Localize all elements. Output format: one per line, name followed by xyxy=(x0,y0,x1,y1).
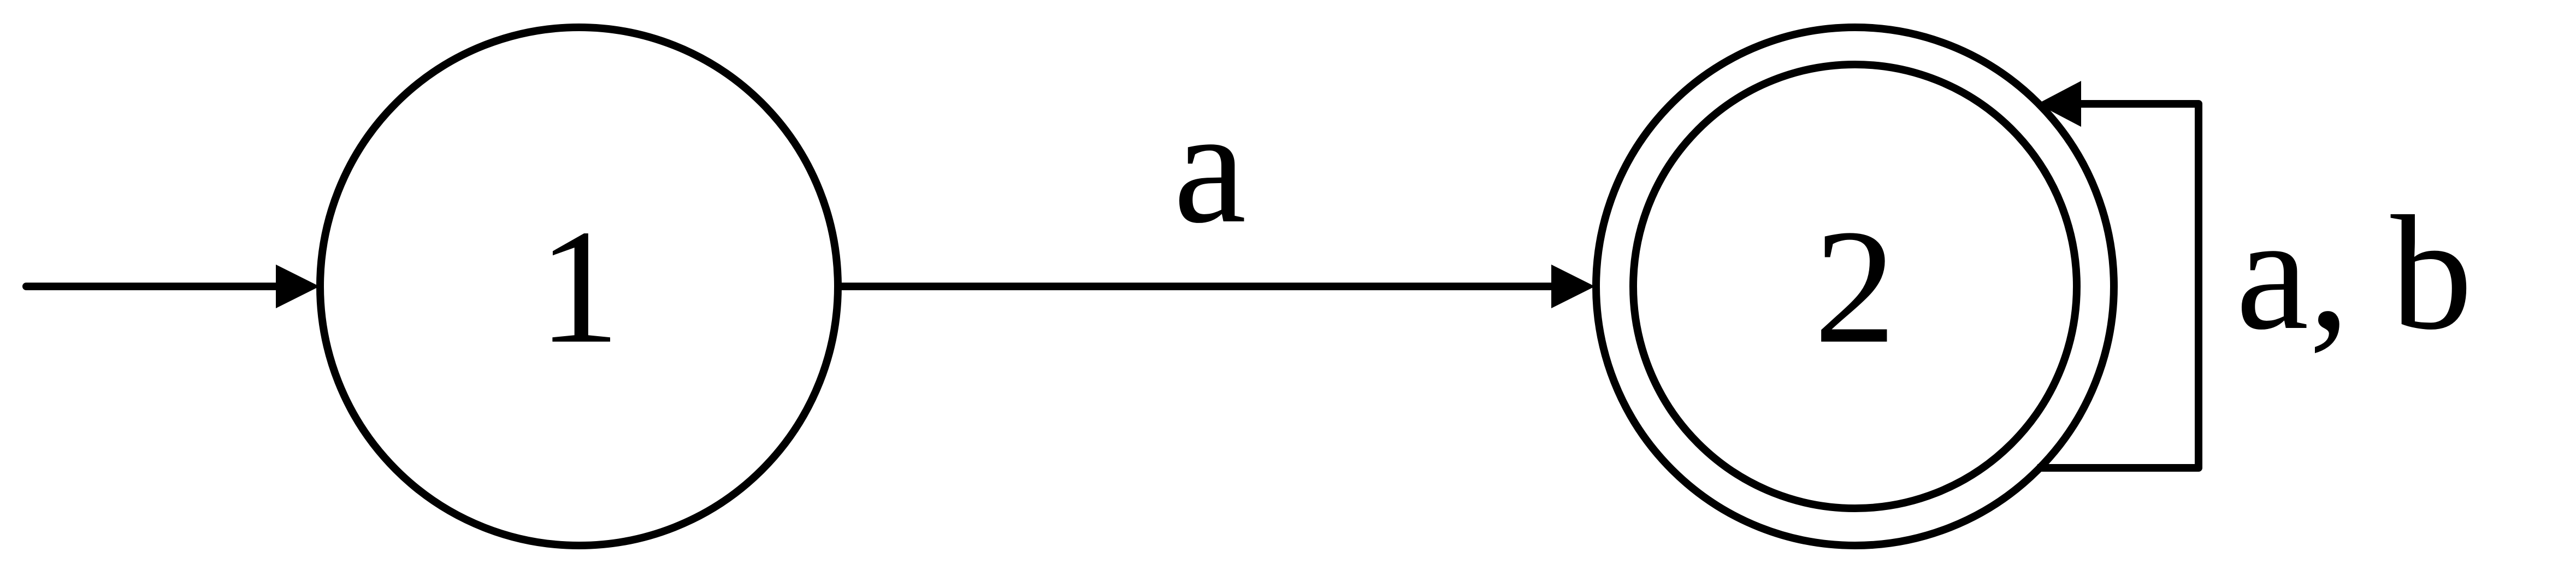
state-2-inner-circle xyxy=(1629,61,2081,512)
initial-arrow xyxy=(22,265,320,308)
state-2-outer-circle xyxy=(1592,24,2118,549)
state-2[interactable]: 2 xyxy=(1592,24,2118,549)
transition-2-self-loop-label: a, b xyxy=(2236,182,2472,363)
state-1-label: 1 xyxy=(538,196,620,377)
transition-1-to-2: a xyxy=(838,75,1595,308)
state-2-label: 2 xyxy=(1814,196,1896,377)
transition-1-to-2-label: a xyxy=(1173,75,1246,257)
state-1[interactable]: 1 xyxy=(316,24,842,549)
transition-2-self-loop: a, b xyxy=(2037,81,2473,472)
